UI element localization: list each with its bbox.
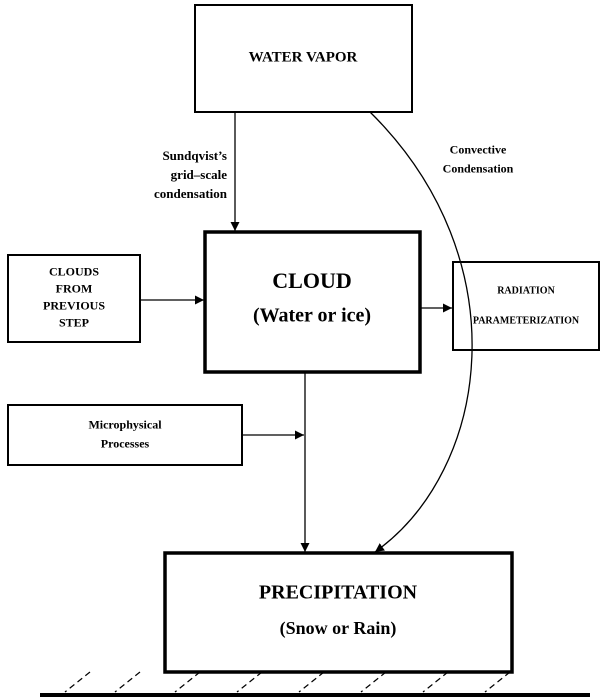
hatching	[64, 671, 511, 693]
node-label: (Water or ice)	[253, 305, 371, 327]
radiation-box	[452, 261, 600, 351]
node-label: FROM	[56, 281, 93, 295]
edge-label: condensation	[154, 186, 228, 201]
edge-label: Condensation	[443, 161, 514, 175]
node-label: PRECIPITATION	[259, 582, 418, 604]
edge-label: grid–scale	[171, 167, 228, 182]
arrow	[369, 111, 473, 553]
node-label: RADIATION	[497, 285, 555, 296]
node-label: (Snow or Rain)	[280, 618, 397, 639]
node-label: Microphysical	[88, 417, 162, 431]
edge-label: Convective	[450, 142, 507, 156]
node-label: Processes	[101, 436, 150, 450]
cloud-box	[203, 230, 422, 374]
water-vapor-box	[194, 4, 413, 113]
precipitation-box	[163, 551, 514, 674]
node-label: CLOUD	[272, 268, 351, 293]
clouds-previous-box	[7, 254, 141, 343]
node-label: STEP	[59, 315, 89, 329]
microphysical-box	[7, 404, 243, 466]
edge-label: Sundqvist’s	[162, 148, 227, 163]
node-label: CLOUDS	[49, 264, 99, 278]
node-label: PARAMETERIZATION	[473, 315, 580, 326]
node-label: WATER VAPOR	[249, 49, 358, 65]
node-label: PREVIOUS	[43, 298, 105, 312]
